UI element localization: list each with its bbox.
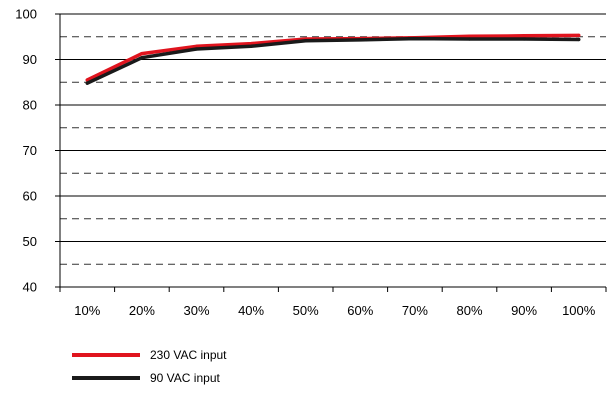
axes	[55, 13, 607, 292]
x-tick-label-5: 50%	[293, 303, 319, 318]
x-tick-labels: 10% 20% 30% 40% 50% 60% 70% 80% 90% 100%	[74, 303, 595, 318]
legend: 230 VAC input 90 VAC input	[62, 336, 227, 400]
data-point-90vac-10	[577, 37, 581, 42]
data-point-230vac-8	[467, 34, 472, 38]
data-point-90vac-9	[522, 37, 526, 41]
x-tick-label-7: 70%	[402, 303, 428, 318]
data-point-90vac-1	[85, 81, 89, 85]
x-tick-label-6: 60%	[347, 303, 373, 318]
legend-swatch-90vac	[72, 376, 140, 380]
y-tick-label-40: 40	[23, 280, 37, 295]
x-tick-label-4: 40%	[238, 303, 264, 318]
data-point-90vac-7	[413, 36, 417, 41]
data-point-230vac-1	[85, 78, 89, 82]
legend-item-90vac: 90 VAC input	[62, 368, 220, 388]
data-point-90vac-8	[467, 37, 472, 41]
x-tick-label-9: 90%	[511, 303, 537, 318]
x-tick-label-10: 100%	[562, 303, 596, 318]
data-point-230vac-2	[140, 51, 144, 56]
x-tick-label-2: 20%	[129, 303, 155, 318]
data-point-230vac-3	[194, 44, 199, 48]
data-point-90vac-3	[194, 47, 199, 51]
y-tick-label-60: 60	[23, 189, 37, 204]
legend-item-230vac: 230 VAC input	[62, 345, 227, 365]
data-point-90vac-2	[140, 56, 144, 60]
data-point-230vac-10	[577, 33, 581, 37]
data-point-90vac-5	[304, 39, 308, 43]
x-tick-label-1: 10%	[74, 303, 100, 318]
series-lines	[85, 33, 581, 85]
x-tick-label-8: 80%	[456, 303, 482, 318]
data-point-230vac-9	[522, 34, 526, 38]
legend-label-90vac: 90 VAC input	[150, 371, 220, 385]
legend-swatch-230vac	[72, 353, 140, 357]
y-tick-labels: 40 50 60 70 80 90 100	[15, 7, 37, 295]
legend-label-230vac: 230 VAC input	[150, 348, 227, 362]
grid-lines	[60, 13, 606, 265]
y-tick-label-50: 50	[23, 234, 37, 249]
y-tick-label-100: 100	[15, 7, 37, 22]
x-tick-label-3: 30%	[183, 303, 209, 318]
series-line-90vac	[85, 36, 581, 85]
data-point-230vac-4	[249, 41, 253, 46]
y-tick-label-80: 80	[23, 98, 37, 113]
y-tick-label-90: 90	[23, 52, 37, 67]
data-point-90vac-6	[358, 38, 362, 42]
data-point-90vac-4	[249, 44, 253, 48]
y-tick-label-70: 70	[23, 143, 37, 158]
